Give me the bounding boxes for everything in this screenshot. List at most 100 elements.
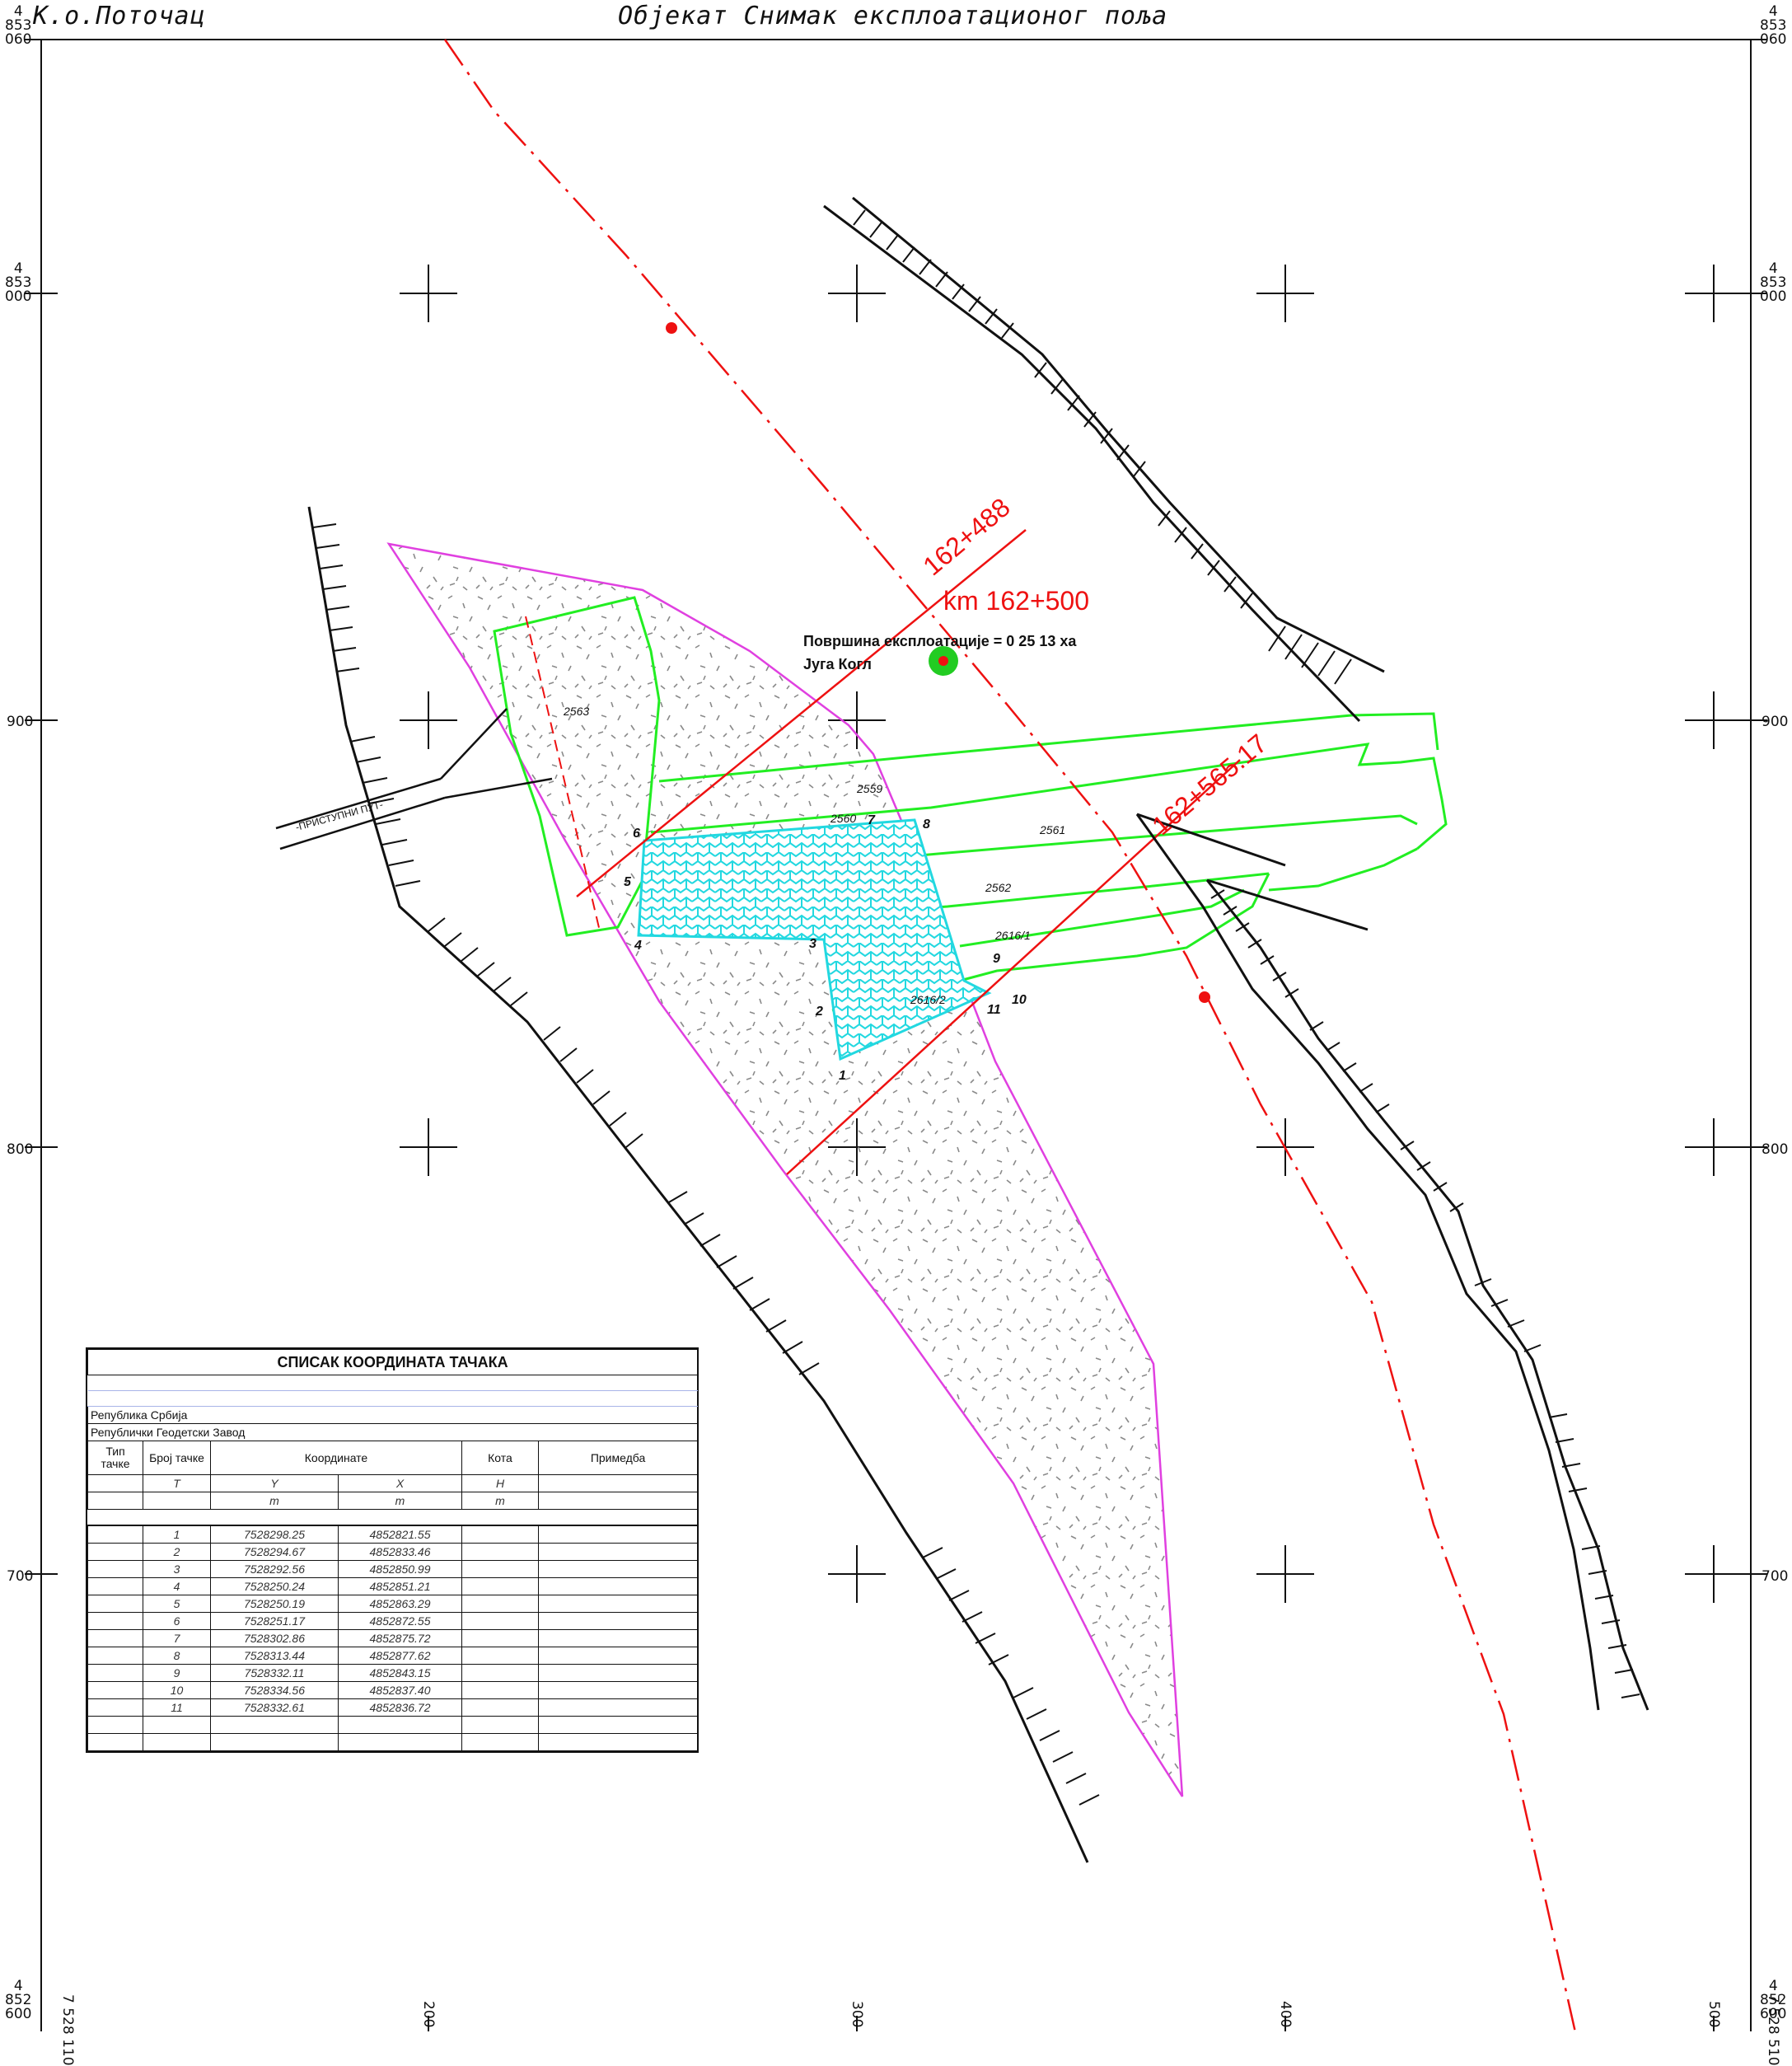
owner-text: Југа Когл: [803, 656, 872, 672]
y-label-900-left: 900: [7, 714, 34, 730]
x-coordinate-cell: 4852872.55: [338, 1612, 462, 1630]
y-coordinate-cell: 7528298.25: [210, 1525, 339, 1544]
point-1: 1: [839, 1069, 846, 1083]
empty-cell: [87, 1664, 143, 1682]
coordinate-table: СПИСАК КООРДИНАТА ТАЧАКА Република Србиј…: [86, 1347, 699, 1753]
point-number-cell: 7: [143, 1629, 211, 1647]
embankment-west-hatch: [312, 523, 1100, 1806]
empty-cell: [537, 1647, 699, 1665]
table-row: 8 7528313.44 4852877.62: [87, 1647, 699, 1665]
table-row: 10 7528334.56 4852837.40: [87, 1681, 699, 1699]
empty-cell: [461, 1525, 539, 1544]
embankment-east-north-hatch: [853, 209, 1352, 685]
embankment-east-north: [823, 196, 1385, 723]
station-162-565: 162+565.17: [1146, 728, 1272, 841]
x-coordinate-cell: 4852833.46: [338, 1543, 462, 1561]
y-label-700-left: 700: [7, 1568, 34, 1585]
empty-cell: [537, 1577, 699, 1595]
x-coordinate-cell: 4852843.15: [338, 1664, 462, 1682]
parcel-label-2560: 2560: [830, 812, 856, 825]
empty-cell: [87, 1560, 143, 1578]
y-coordinate-cell: 7528302.86: [210, 1629, 339, 1647]
axis-point-north: [666, 322, 677, 334]
point-number-cell: 11: [143, 1698, 211, 1717]
x-coordinate-cell: 4852863.29: [338, 1595, 462, 1613]
point-number-cell: 6: [143, 1612, 211, 1630]
y-coordinate-cell: 7528294.67: [210, 1543, 339, 1561]
col-header-note: Примедба: [537, 1441, 699, 1475]
subheader-h: H: [461, 1474, 539, 1492]
corner-label-bottom-left: 4 852 600: [5, 1978, 32, 2022]
point-number-cell: 2: [143, 1543, 211, 1561]
point-number-cell: 3: [143, 1560, 211, 1578]
col-header-elev: Кота: [461, 1441, 539, 1475]
y-coordinate-cell: 7528313.44: [210, 1647, 339, 1665]
point-number-cell: 10: [143, 1681, 211, 1699]
empty-cell: [87, 1595, 143, 1613]
y-label-800-right: 800: [1762, 1141, 1789, 1158]
point-9: 9: [993, 952, 1000, 966]
table-row: 4 7528250.24 4852851.21: [87, 1577, 699, 1595]
empty-cell: [461, 1577, 539, 1595]
embankment-east-south-hatch: [1210, 889, 1640, 1698]
col-header-type: Тип тачке: [87, 1441, 143, 1475]
y-coordinate-cell: 7528251.17: [210, 1612, 339, 1630]
cadastral-municipality: К.о.Поточац: [33, 2, 206, 30]
x-coordinate-cell: 4852877.62: [338, 1647, 462, 1665]
empty-cell: [461, 1595, 539, 1613]
empty-cell: [537, 1525, 699, 1544]
point-2: 2: [815, 1005, 823, 1019]
table-row: 6 7528251.17 4852872.55: [87, 1612, 699, 1630]
empty-cell: [461, 1560, 539, 1578]
subheader-x: X: [338, 1474, 462, 1492]
frame-ticks: [25, 39, 1767, 2031]
table-row: 1 7528298.25 4852821.55: [87, 1525, 699, 1544]
col-header-number: Број тачке: [143, 1441, 211, 1475]
table-row: 2 7528294.67 4852833.46: [87, 1543, 699, 1561]
axis-point-south: [1199, 991, 1210, 1003]
parcel-label-2616-1: 2616/1: [994, 929, 1031, 942]
point-number-cell: 1: [143, 1525, 211, 1544]
point-6: 6: [633, 827, 640, 841]
point-number-cell: 4: [143, 1577, 211, 1595]
parcel-label-2561: 2561: [1039, 823, 1065, 836]
unit-h: m: [461, 1492, 539, 1510]
x-coordinate-cell: 4852837.40: [338, 1681, 462, 1699]
access-road-label: -ПРИСТУПНИ ПУТ-: [294, 799, 384, 833]
table-row: 7 7528302.86 4852875.72: [87, 1629, 699, 1647]
empty-cell: [87, 1612, 143, 1630]
y-label-900-right: 900: [1762, 714, 1789, 730]
subheader-y: Y: [210, 1474, 339, 1492]
empty-cell: [87, 1698, 143, 1717]
corner-label-bottom-right: 4 852 600: [1760, 1978, 1787, 2022]
map-frame: [40, 39, 1752, 2031]
station-162-500: km 162+500: [943, 586, 1089, 616]
map-title: Објекат Снимак експлоатационог поља: [618, 2, 1168, 30]
empty-cell: [537, 1664, 699, 1682]
empty-cell: [87, 1577, 143, 1595]
y-label-700-right: 700: [1762, 1568, 1789, 1585]
table-line-1: Република Србија: [87, 1406, 699, 1424]
embankment-west: [307, 506, 1089, 1863]
empty-cell: [537, 1612, 699, 1630]
point-number-cell: 8: [143, 1647, 211, 1665]
point-11: 11: [987, 1003, 1001, 1017]
table-row: 9 7528332.11 4852843.15: [87, 1664, 699, 1682]
embankment-east-south: [1135, 813, 1649, 1711]
col-header-coords: Координате: [210, 1441, 462, 1475]
empty-cell: [87, 1681, 143, 1699]
table-line-2: Републички Геодетски Завод: [87, 1423, 699, 1441]
empty-cell: [87, 1525, 143, 1544]
x-coordinate-cell: 4852851.21: [338, 1577, 462, 1595]
empty-cell: [537, 1560, 699, 1578]
empty-cell: [87, 1629, 143, 1647]
empty-cell: [461, 1612, 539, 1630]
empty-cell: [461, 1664, 539, 1682]
parcel-label-2563: 2563: [563, 705, 589, 718]
empty-cell: [537, 1595, 699, 1613]
corner-label-top-left: 4 853 060: [5, 3, 32, 48]
empty-cell: [537, 1543, 699, 1561]
parcel-label-2559: 2559: [856, 782, 882, 795]
area-text: Површина експлоатације = 0 25 13 ха: [803, 633, 1077, 649]
